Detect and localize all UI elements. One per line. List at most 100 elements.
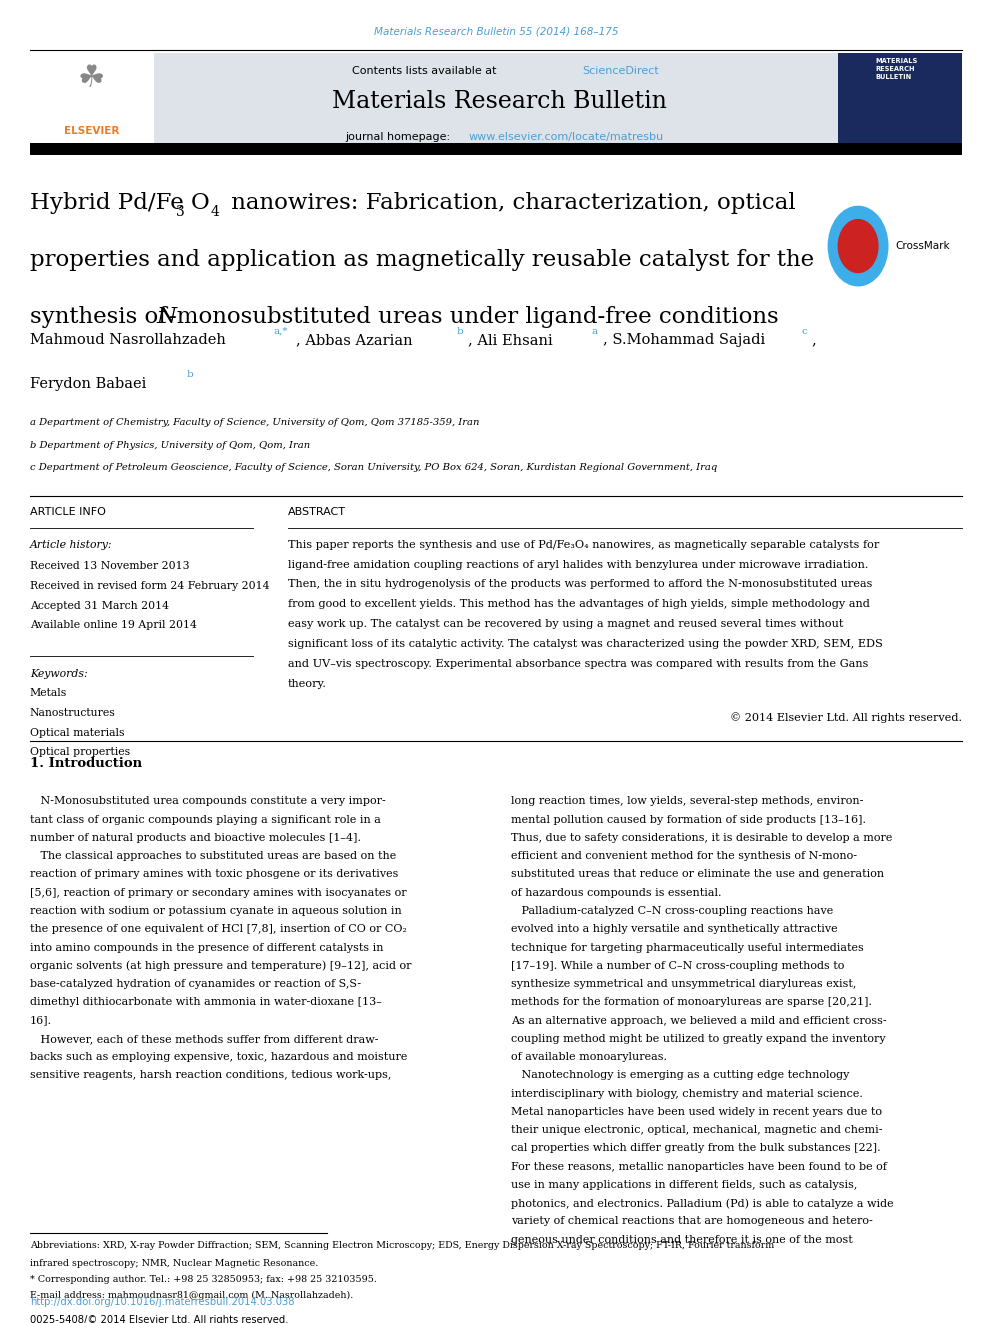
Text: infrared spectroscopy; NMR, Nuclear Magnetic Resonance.: infrared spectroscopy; NMR, Nuclear Magn… [30, 1259, 318, 1269]
Text: b Department of Physics, University of Qom, Qom, Iran: b Department of Physics, University of Q… [30, 441, 310, 450]
Text: journal homepage:: journal homepage: [345, 132, 454, 143]
Text: synthesize symmetrical and unsymmetrical diarylureas exist,: synthesize symmetrical and unsymmetrical… [511, 979, 856, 990]
Text: coupling method might be utilized to greatly expand the inventory: coupling method might be utilized to gre… [511, 1033, 886, 1044]
Text: www.elsevier.com/locate/matresbu: www.elsevier.com/locate/matresbu [468, 132, 664, 143]
Text: methods for the formation of monoarylureas are sparse [20,21].: methods for the formation of monoarylure… [511, 998, 872, 1007]
Text: ligand-free amidation coupling reactions of aryl halides with benzylurea under m: ligand-free amidation coupling reactions… [288, 560, 868, 570]
Text: evolved into a highly versatile and synthetically attractive: evolved into a highly versatile and synt… [511, 925, 837, 934]
Text: interdisciplinary with biology, chemistry and material science.: interdisciplinary with biology, chemistr… [511, 1089, 863, 1098]
Text: tant class of organic compounds playing a significant role in a: tant class of organic compounds playing … [30, 815, 381, 824]
Text: Optical materials: Optical materials [30, 728, 124, 738]
Text: mental pollution caused by formation of side products [13–16].: mental pollution caused by formation of … [511, 815, 866, 824]
Text: http://dx.doi.org/10.1016/j.materresbull.2014.03.038: http://dx.doi.org/10.1016/j.materresbull… [30, 1297, 295, 1307]
Text: For these reasons, metallic nanoparticles have been found to be of: For these reasons, metallic nanoparticle… [511, 1162, 887, 1172]
Text: of available monoarylureas.: of available monoarylureas. [511, 1052, 667, 1062]
Text: Abbreviations: XRD, X-ray Powder Diffraction; SEM, Scanning Electron Microscopy;: Abbreviations: XRD, X-ray Powder Diffrac… [30, 1241, 774, 1250]
Text: reaction of primary amines with toxic phosgene or its derivatives: reaction of primary amines with toxic ph… [30, 869, 398, 880]
Text: N: N [157, 306, 177, 328]
Text: a Department of Chemistry, Faculty of Science, University of Qom, Qom 37185-359,: a Department of Chemistry, Faculty of Sc… [30, 418, 479, 427]
Text: use in many applications in different fields, such as catalysis,: use in many applications in different fi… [511, 1180, 857, 1189]
Text: c: c [802, 327, 807, 336]
Text: their unique electronic, optical, mechanical, magnetic and chemi-: their unique electronic, optical, mechan… [511, 1125, 882, 1135]
Text: , Ali Ehsani: , Ali Ehsani [468, 333, 558, 348]
Text: Received 13 November 2013: Received 13 November 2013 [30, 561, 189, 572]
Text: reaction with sodium or potassium cyanate in aqueous solution in: reaction with sodium or potassium cyanat… [30, 906, 402, 916]
Text: ELSEVIER: ELSEVIER [63, 126, 119, 136]
Text: synthesis of: synthesis of [30, 306, 174, 328]
FancyBboxPatch shape [838, 53, 962, 143]
Text: cal properties which differ greatly from the bulk substances [22].: cal properties which differ greatly from… [511, 1143, 881, 1154]
Text: base-catalyzed hydration of cyanamides or reaction of S,S-: base-catalyzed hydration of cyanamides o… [30, 979, 361, 990]
Text: CrossMark: CrossMark [896, 241, 950, 251]
Circle shape [838, 220, 878, 273]
Text: Ferydon Babaei: Ferydon Babaei [30, 377, 151, 392]
Text: N-Monosubstituted urea compounds constitute a very impor-: N-Monosubstituted urea compounds constit… [30, 796, 386, 807]
Text: from good to excellent yields. This method has the advantages of high yields, si: from good to excellent yields. This meth… [288, 599, 870, 610]
Text: Accepted 31 March 2014: Accepted 31 March 2014 [30, 601, 169, 611]
Text: a: a [591, 327, 597, 336]
FancyBboxPatch shape [154, 53, 838, 143]
Text: Nanostructures: Nanostructures [30, 708, 115, 718]
Text: Mahmoud Nasrollahzadeh: Mahmoud Nasrollahzadeh [30, 333, 230, 348]
Text: into amino compounds in the presence of different catalysts in: into amino compounds in the presence of … [30, 942, 383, 953]
Text: 4: 4 [210, 205, 219, 220]
Text: geneous under conditions and therefore it is one of the most: geneous under conditions and therefore i… [511, 1234, 853, 1245]
Text: of hazardous compounds is essential.: of hazardous compounds is essential. [511, 888, 721, 898]
Text: the presence of one equivalent of HCl [7,8], insertion of CO or CO₂: the presence of one equivalent of HCl [7… [30, 925, 407, 934]
Text: significant loss of its catalytic activity. The catalyst was characterized using: significant loss of its catalytic activi… [288, 639, 883, 650]
Text: sensitive reagents, harsh reaction conditions, tedious work-ups,: sensitive reagents, harsh reaction condi… [30, 1070, 391, 1081]
Text: organic solvents (at high pressure and temperature) [9–12], acid or: organic solvents (at high pressure and t… [30, 960, 412, 971]
Text: © 2014 Elsevier Ltd. All rights reserved.: © 2014 Elsevier Ltd. All rights reserved… [730, 712, 962, 722]
Text: Received in revised form 24 February 2014: Received in revised form 24 February 201… [30, 581, 269, 591]
Text: ABSTRACT: ABSTRACT [288, 507, 345, 517]
Text: ,: , [811, 333, 816, 348]
Text: a,*: a,* [274, 327, 289, 336]
Text: As an alternative approach, we believed a mild and efficient cross-: As an alternative approach, we believed … [511, 1016, 887, 1025]
Text: properties and application as magnetically reusable catalyst for the: properties and application as magnetical… [30, 249, 813, 271]
Text: Optical properties: Optical properties [30, 747, 130, 758]
Text: Article history:: Article history: [30, 540, 112, 550]
Bar [30, 143, 962, 155]
Text: backs such as employing expensive, toxic, hazardous and moisture: backs such as employing expensive, toxic… [30, 1052, 407, 1062]
Text: c Department of Petroleum Geoscience, Faculty of Science, Soran University, PO B: c Department of Petroleum Geoscience, Fa… [30, 463, 717, 472]
Text: ScienceDirect: ScienceDirect [582, 66, 659, 77]
Text: * Corresponding author. Tel.: +98 25 32850953; fax: +98 25 32103595.: * Corresponding author. Tel.: +98 25 328… [30, 1275, 377, 1285]
Text: and UV–vis spectroscopy. Experimental absorbance spectra was compared with resul: and UV–vis spectroscopy. Experimental ab… [288, 659, 868, 669]
Text: Materials Research Bulletin 55 (2014) 168–175: Materials Research Bulletin 55 (2014) 16… [374, 26, 618, 37]
Text: Metals: Metals [30, 688, 67, 699]
Text: 16].: 16]. [30, 1016, 52, 1025]
Text: Materials Research Bulletin: Materials Research Bulletin [331, 90, 667, 112]
Text: variety of chemical reactions that are homogeneous and hetero-: variety of chemical reactions that are h… [511, 1216, 873, 1226]
Text: 3: 3 [176, 205, 185, 220]
Text: Palladium-catalyzed C–N cross-coupling reactions have: Palladium-catalyzed C–N cross-coupling r… [511, 906, 833, 916]
Text: Available online 19 April 2014: Available online 19 April 2014 [30, 620, 196, 631]
Text: Hybrid Pd/Fe: Hybrid Pd/Fe [30, 192, 184, 214]
Text: b: b [186, 370, 193, 380]
Text: Then, the in situ hydrogenolysis of the products was performed to afford the N-m: Then, the in situ hydrogenolysis of the … [288, 579, 872, 590]
Text: , S.Mohammad Sajadi: , S.Mohammad Sajadi [603, 333, 770, 348]
Text: photonics, and electronics. Palladium (Pd) is able to catalyze a wide: photonics, and electronics. Palladium (P… [511, 1199, 894, 1209]
Text: 0025-5408/© 2014 Elsevier Ltd. All rights reserved.: 0025-5408/© 2014 Elsevier Ltd. All right… [30, 1315, 289, 1323]
FancyBboxPatch shape [30, 53, 154, 143]
Text: Thus, due to safety considerations, it is desirable to develop a more: Thus, due to safety considerations, it i… [511, 833, 892, 843]
Text: This paper reports the synthesis and use of Pd/Fe₃O₄ nanowires, as magnetically : This paper reports the synthesis and use… [288, 540, 879, 550]
Text: 1. Introduction: 1. Introduction [30, 757, 142, 770]
Text: substituted ureas that reduce or eliminate the use and generation: substituted ureas that reduce or elimina… [511, 869, 884, 880]
Text: Metal nanoparticles have been used widely in recent years due to: Metal nanoparticles have been used widel… [511, 1107, 882, 1117]
Text: easy work up. The catalyst can be recovered by using a magnet and reused several: easy work up. The catalyst can be recove… [288, 619, 843, 630]
Text: -monosubstituted ureas under ligand-free conditions: -monosubstituted ureas under ligand-free… [169, 306, 779, 328]
Text: ☘: ☘ [77, 64, 105, 93]
Text: , Abbas Azarian: , Abbas Azarian [296, 333, 417, 348]
Text: technique for targeting pharmaceutically useful intermediates: technique for targeting pharmaceutically… [511, 942, 864, 953]
Text: MATERIALS
RESEARCH
BULLETIN: MATERIALS RESEARCH BULLETIN [875, 58, 918, 81]
Text: b: b [456, 327, 463, 336]
Text: O: O [190, 192, 209, 214]
Text: Keywords:: Keywords: [30, 669, 87, 680]
Text: However, each of these methods suffer from different draw-: However, each of these methods suffer fr… [30, 1033, 378, 1044]
Text: dimethyl dithiocarbonate with ammonia in water-dioxane [13–: dimethyl dithiocarbonate with ammonia in… [30, 998, 382, 1007]
Text: nanowires: Fabrication, characterization, optical: nanowires: Fabrication, characterization… [224, 192, 796, 214]
Text: Contents lists available at: Contents lists available at [352, 66, 500, 77]
Text: ARTICLE INFO: ARTICLE INFO [30, 507, 105, 517]
Circle shape [828, 206, 888, 286]
Text: theory.: theory. [288, 679, 326, 689]
